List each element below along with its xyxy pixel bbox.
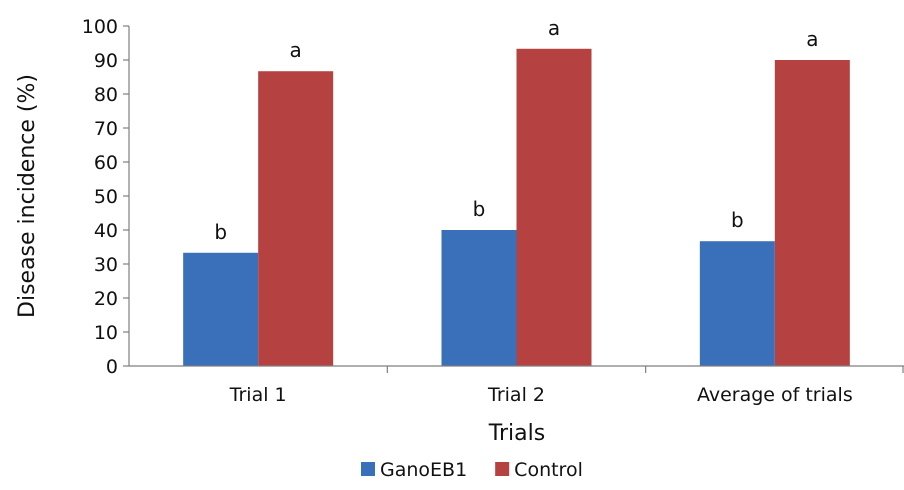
significance-labels: b a b a b a [214,16,818,244]
bar-ganoeb1 [441,230,517,366]
y-tick-label: 20 [94,288,118,310]
legend-label: Control [514,459,583,481]
y-tick-label: 40 [94,220,118,242]
y-tick-label: 0 [106,356,118,378]
bar-control [516,48,592,366]
legend-swatch [495,462,510,476]
legend-label: GanoEB1 [380,459,467,481]
x-category-label: Trial 2 [487,384,545,406]
significance-label: a [548,16,560,40]
significance-label: a [290,38,302,62]
y-axis-ticks: 0 10 20 30 40 50 60 70 80 90 100 [82,16,129,378]
y-tick-label: 50 [94,186,118,208]
y-tick-label: 100 [82,16,118,38]
significance-label: b [731,208,744,232]
y-tick-label: 60 [94,152,118,174]
y-tick-label: 90 [94,50,118,72]
y-tick-label: 10 [94,322,118,344]
bar-control [774,60,850,366]
y-tick-label: 30 [94,254,118,276]
y-axis-title: Disease incidence (%) [15,74,40,318]
y-tick-label: 70 [94,118,118,140]
bar-ganoeb1 [699,241,775,366]
x-category-label: Average of trials [697,384,853,406]
legend: GanoEB1 Control [361,459,583,481]
significance-label: b [473,197,486,221]
significance-label: a [806,27,818,51]
significance-label: b [214,220,227,244]
x-axis-categories: Trial 1 Trial 2 Average of trials [229,384,853,406]
legend-swatch [361,462,375,476]
x-axis-title: Trials [488,421,545,446]
bar-ganoeb1 [183,252,259,366]
x-category-label: Trial 1 [229,384,287,406]
y-tick-label: 80 [94,84,118,106]
bar-control [258,71,334,366]
bars-layer [183,48,850,366]
